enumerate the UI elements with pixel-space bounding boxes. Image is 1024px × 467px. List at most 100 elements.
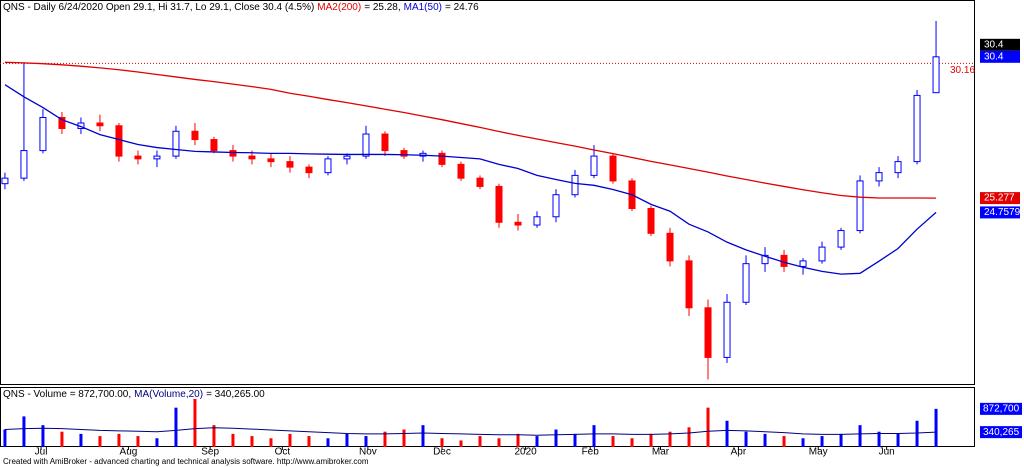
candle-body bbox=[552, 194, 560, 218]
candle-body bbox=[210, 139, 218, 152]
x-tick-label: Oct bbox=[275, 447, 291, 458]
candle-body bbox=[191, 130, 199, 141]
volume-bar bbox=[668, 431, 672, 447]
legend-value: = 25.28, bbox=[364, 2, 400, 13]
x-tick-label: Mar bbox=[652, 447, 670, 458]
volume-pane bbox=[0, 387, 975, 447]
x-tick-label: Jul bbox=[35, 447, 48, 458]
legend-entry: MA2(200) bbox=[317, 2, 361, 13]
footer: Created with AmiBroker - advanced charti… bbox=[3, 457, 369, 466]
candle-body bbox=[134, 155, 142, 160]
volume-bar bbox=[174, 407, 178, 447]
volume-bar bbox=[364, 436, 368, 447]
candle-body bbox=[571, 174, 579, 196]
legend-entry: MA(Volume,20) bbox=[134, 389, 203, 400]
volume-bar bbox=[402, 429, 406, 447]
price-label: 25.277 bbox=[984, 193, 1015, 204]
volume-bar bbox=[136, 436, 140, 447]
volume-bar bbox=[630, 438, 634, 447]
title-text: QNS - Daily 6/24/2020 Open 29.1, Hi 31.7… bbox=[3, 2, 314, 13]
volume-bar bbox=[288, 433, 292, 447]
price-label-box bbox=[980, 50, 1020, 63]
volume-bar bbox=[611, 436, 615, 447]
candle-body bbox=[780, 254, 788, 267]
volume-label-box bbox=[980, 402, 1022, 415]
volume-bar bbox=[858, 425, 862, 447]
candle-body bbox=[115, 125, 123, 157]
candle-body bbox=[932, 56, 940, 94]
volume-bar bbox=[687, 427, 691, 447]
volume-bar bbox=[212, 425, 216, 447]
volume-bar bbox=[383, 431, 387, 447]
candle-body bbox=[913, 94, 921, 163]
candle-body bbox=[837, 230, 845, 248]
price-label-box bbox=[980, 38, 1020, 51]
volume-bar bbox=[269, 438, 273, 447]
volume-bar bbox=[307, 436, 311, 447]
volume-bar bbox=[79, 433, 83, 447]
volume-bar bbox=[535, 436, 539, 447]
ma-line bbox=[4, 84, 937, 275]
volume-bar bbox=[3, 429, 7, 447]
candle-body bbox=[400, 150, 408, 157]
candle-body bbox=[533, 216, 541, 226]
x-tick-label: May bbox=[809, 447, 828, 458]
volume-bar bbox=[896, 433, 900, 447]
volume-bar bbox=[801, 438, 805, 447]
price-pane bbox=[0, 0, 975, 385]
x-tick-label: Dec bbox=[433, 447, 451, 458]
volume-bar bbox=[763, 433, 767, 447]
x-tick-label: 2020 bbox=[514, 447, 537, 458]
x-tick-label: Nov bbox=[359, 447, 377, 458]
candle-body bbox=[362, 133, 370, 157]
volume-bar bbox=[117, 433, 121, 447]
candle-body bbox=[666, 232, 674, 262]
candle-body bbox=[761, 254, 769, 265]
volume-bar bbox=[915, 420, 919, 447]
candle-body bbox=[609, 155, 617, 182]
volume-bar bbox=[839, 433, 843, 447]
candle-body bbox=[647, 207, 655, 234]
volume-bar bbox=[725, 420, 729, 447]
price-label: 30.4 bbox=[984, 51, 1004, 62]
x-tick-label: Jun bbox=[879, 447, 895, 458]
volume-label: 340,265 bbox=[983, 427, 1020, 438]
candle-body bbox=[799, 260, 807, 267]
volume-bar bbox=[649, 433, 653, 447]
candle-body bbox=[39, 116, 47, 152]
x-tick-label: Apr bbox=[731, 447, 747, 458]
volume-bar bbox=[155, 438, 159, 447]
volume-bar bbox=[934, 408, 938, 447]
volume-bar bbox=[877, 431, 881, 447]
candle-body bbox=[172, 130, 180, 157]
volume-bar bbox=[193, 398, 197, 447]
price-label-box bbox=[980, 206, 1020, 219]
chart-title: QNS - Daily 6/24/2020 Open 29.1, Hi 31.7… bbox=[3, 2, 479, 13]
candle-body bbox=[514, 221, 522, 226]
candle-body bbox=[742, 263, 750, 303]
candle-body bbox=[248, 155, 256, 160]
candle-body bbox=[267, 158, 275, 163]
candle-body bbox=[685, 260, 693, 309]
candle-body bbox=[457, 163, 465, 179]
volume-bar bbox=[459, 440, 463, 447]
legend-value: = 340,265.00 bbox=[206, 389, 265, 400]
volume-title: QNS - Volume = 872,700.00, MA(Volume,20) =… bbox=[3, 389, 265, 400]
legend-value: = 24.76 bbox=[445, 2, 479, 13]
volume-bar bbox=[744, 431, 748, 447]
candle-body bbox=[96, 122, 104, 127]
volume-bar bbox=[554, 429, 558, 447]
volume-bar bbox=[250, 436, 254, 447]
candle-body bbox=[153, 155, 161, 160]
candle-body bbox=[58, 116, 66, 130]
candle-body bbox=[818, 246, 826, 262]
reference-label: 30.16 bbox=[950, 65, 975, 76]
volume-bar bbox=[326, 438, 330, 447]
volume-bar bbox=[478, 436, 482, 447]
candle-body bbox=[381, 133, 389, 152]
candle-body bbox=[20, 150, 28, 179]
candle-body bbox=[723, 301, 731, 358]
volume-bar bbox=[440, 438, 444, 447]
volume-bar bbox=[497, 438, 501, 447]
volume-bar bbox=[706, 407, 710, 447]
